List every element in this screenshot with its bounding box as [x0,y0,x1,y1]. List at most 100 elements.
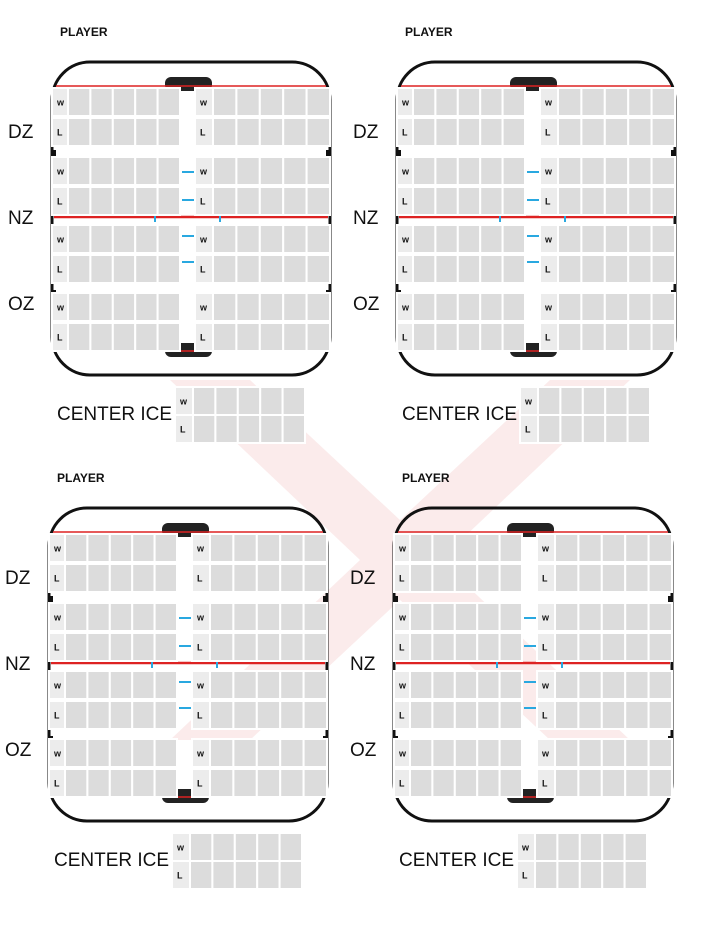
entry-cell [67,87,92,117]
entry-cell [453,632,479,662]
zone-tick [397,150,401,156]
entry-cell [577,563,603,593]
row-label: L [399,710,405,720]
entry-cell [153,563,179,593]
entry-cell [131,533,156,563]
entry-cell [650,224,677,254]
entry-cell [305,87,332,117]
entry-cell [232,533,258,563]
entry-cell [134,117,159,147]
row-label: w [541,748,550,758]
entry-cell [409,632,434,662]
zone-tick [394,596,398,602]
entry-cell [282,254,308,284]
entry-cell [209,700,235,730]
row-label: w [524,396,533,406]
zone-label: DZ [353,122,379,143]
entry-cell [501,322,527,352]
entry-cell [557,156,583,186]
entry-cell [255,602,282,632]
entry-cell [305,254,332,284]
entry-cell [156,322,182,352]
entry-cell [189,832,214,862]
entry-cell [456,87,482,117]
entry-cell [453,563,479,593]
entry-cell [282,224,308,254]
entry-cell [557,254,583,284]
entry-cell [282,322,308,352]
entry-cell [233,860,259,890]
entry-cell [108,738,134,768]
row-label: w [398,543,407,553]
panel: PLAYER w w L Lw w L Lw w L Lw w L L DZ NZ OZ CENTER ICE w L [353,25,677,444]
zone-label: NZ [8,208,34,229]
entry-cell [409,700,434,730]
entry-cell [111,322,137,352]
entry-cell [89,186,114,216]
entry-cell [627,254,653,284]
entry-cell [476,563,501,593]
entry-cell [479,224,504,254]
entry-cell [258,224,285,254]
entry-cell [86,768,111,798]
row-label: w [199,97,208,107]
entry-cell [603,87,630,117]
entry-cell [131,632,156,662]
entry-cell [156,156,182,186]
row-label: L [402,196,408,206]
entry-cell [131,768,156,798]
zone-tick [671,150,675,156]
entry-cell [209,602,235,632]
entry-cell [578,832,604,862]
entry-cell [647,670,674,700]
entry-cell [434,224,459,254]
entry-cell [431,670,456,700]
entry-cell [232,768,258,798]
entry-cell [156,292,182,322]
row-label: w [53,612,62,622]
entry-cell [603,117,630,147]
entry-cell [501,186,527,216]
entry-cell [577,670,603,700]
entry-cell [255,700,282,730]
entry-cell [282,186,308,216]
entry-cell [412,186,437,216]
entry-cell [67,186,92,216]
row-label: L [522,870,528,880]
entry-cell [86,670,111,700]
entry-cell [580,254,606,284]
entry-cell [255,768,282,798]
entry-cell [67,254,92,284]
entry-cell [456,156,482,186]
entry-cell [282,292,308,322]
zone-label: DZ [8,122,34,143]
entry-cell [302,563,329,593]
row-label: L [197,573,203,583]
entry-cell [498,602,524,632]
entry-cell [256,832,281,862]
entry-cell [626,386,652,416]
entry-cell [108,533,134,563]
entry-cell [258,117,285,147]
entry-cell [131,602,156,632]
entry-cell [601,860,626,890]
entry-cell [212,254,238,284]
entry-cell [211,860,236,890]
entry-cell [153,670,179,700]
zone-tick [326,150,330,156]
entry-cell [64,632,89,662]
row-label: w [544,97,553,107]
entry-cell [64,602,89,632]
entry-cell [108,563,134,593]
row-label: L [399,778,405,788]
entry-cell [650,156,677,186]
entry-cell [64,670,89,700]
entry-cell [623,860,649,890]
entry-cell [559,386,584,416]
entry-cell [647,700,674,730]
entry-cell [302,700,329,730]
entry-cell [111,254,137,284]
row-label: L [545,264,551,274]
row-label: L [180,424,186,434]
entry-cell [577,768,603,798]
